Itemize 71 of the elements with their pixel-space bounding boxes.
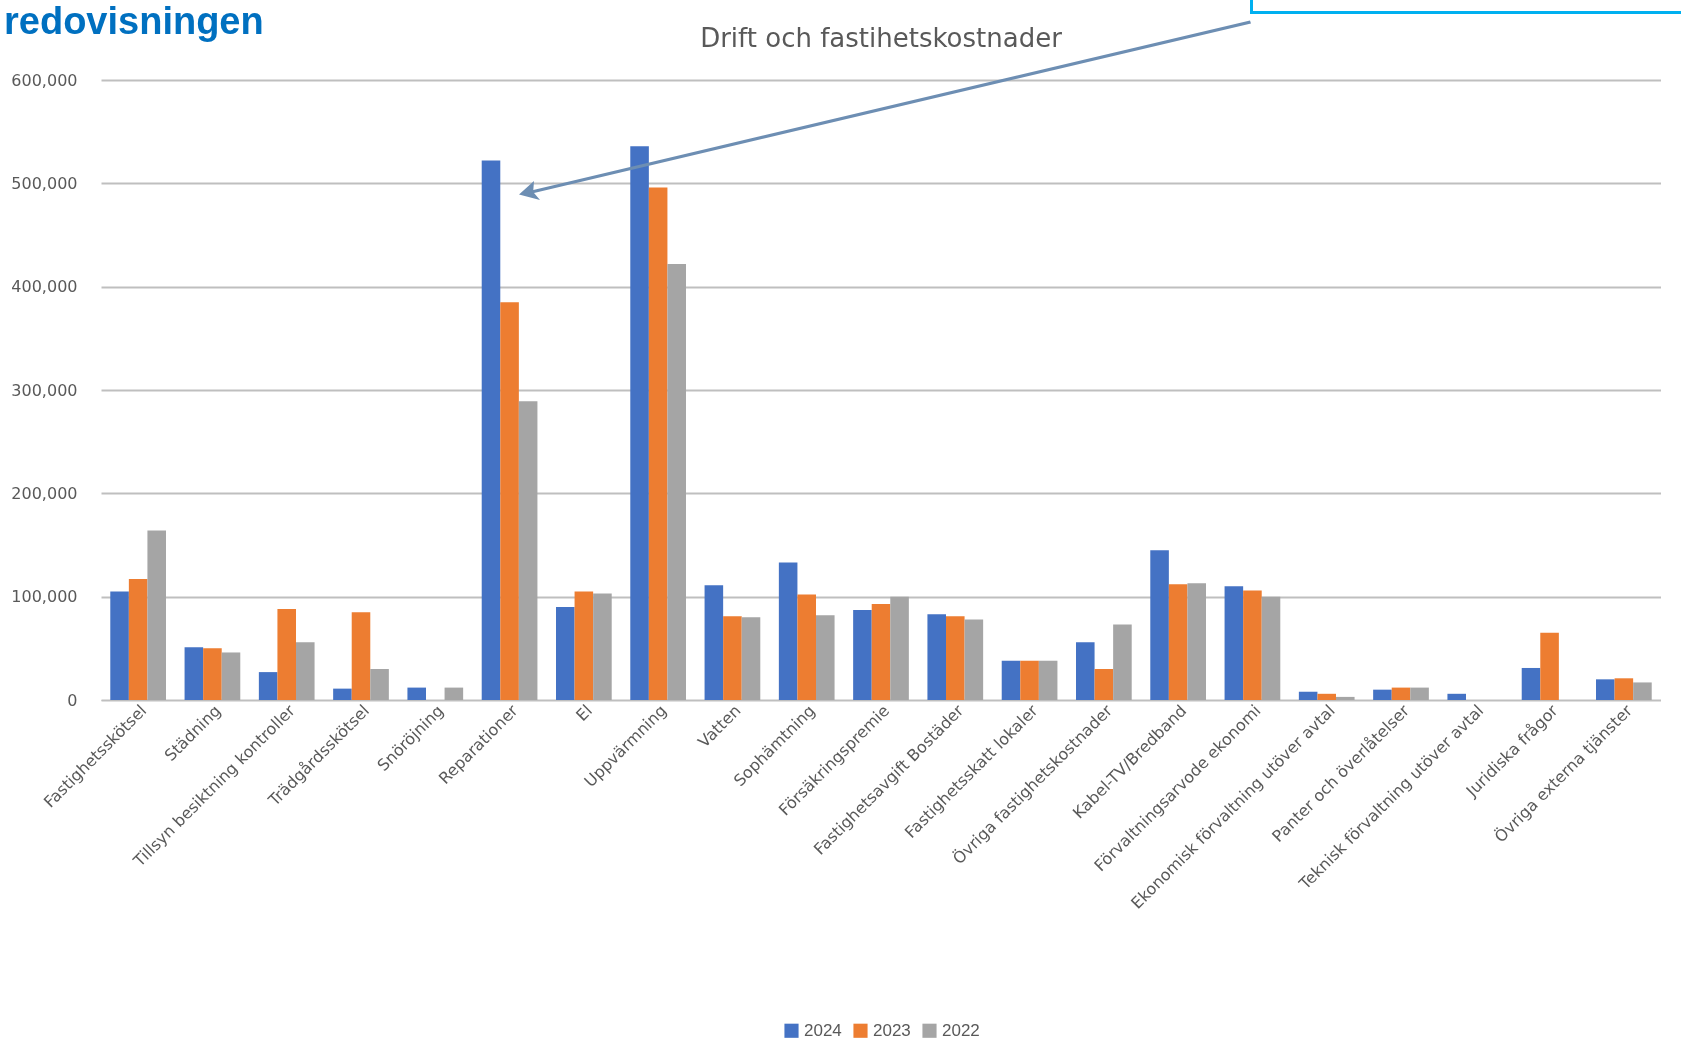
y-tick-label: 0 [67, 690, 78, 710]
bar [296, 642, 315, 700]
legend-label: 2024 [804, 1020, 842, 1040]
bar [648, 187, 668, 700]
bar [853, 610, 872, 700]
bar [1224, 586, 1244, 700]
bar [890, 596, 909, 700]
bar [1317, 693, 1336, 700]
legend-label: 2022 [942, 1020, 980, 1040]
legend-label: 2023 [873, 1020, 911, 1040]
bar [500, 302, 519, 700]
bar [556, 607, 575, 700]
bar [1447, 693, 1466, 700]
bar [147, 530, 166, 700]
bar [518, 401, 538, 700]
bar [778, 562, 798, 700]
bar [667, 263, 686, 700]
bar [1391, 687, 1411, 700]
bar [1410, 687, 1429, 700]
bar [407, 687, 426, 700]
bar [1596, 679, 1615, 700]
bar [258, 672, 278, 700]
bar [444, 687, 464, 700]
bar [1187, 583, 1206, 700]
text: redovisningen [4, 0, 264, 43]
y-tick-label: 100,000 [11, 587, 78, 607]
chart-title: Drift och fastihetskostnader [700, 23, 1063, 53]
bar [741, 617, 761, 700]
bar [1168, 584, 1188, 700]
bar [797, 594, 816, 700]
bar [927, 614, 946, 700]
bar [1633, 682, 1652, 700]
bar [1261, 596, 1281, 700]
bar [277, 609, 296, 700]
bar [1614, 678, 1634, 700]
bar [574, 591, 594, 700]
bar [110, 591, 129, 700]
bar [1298, 691, 1318, 700]
bar [1094, 669, 1114, 700]
bar [221, 652, 241, 700]
y-tick-label: 600,000 [11, 70, 78, 90]
bar [1076, 642, 1095, 700]
bar [370, 669, 389, 700]
y-tick-label: 300,000 [11, 380, 78, 400]
bar [1243, 590, 1262, 700]
bar [1038, 660, 1058, 700]
y-tick-label: 500,000 [11, 173, 78, 193]
bar [1540, 632, 1559, 700]
bar [1001, 660, 1021, 700]
bar [871, 603, 891, 700]
bar [630, 146, 649, 700]
bar [1150, 550, 1169, 700]
bar [333, 688, 352, 700]
bar [1521, 667, 1541, 700]
bar [1113, 624, 1132, 700]
bar [946, 616, 965, 700]
y-tick-label: 400,000 [11, 277, 78, 297]
bar [481, 160, 501, 700]
y-tick-label: 200,000 [11, 483, 78, 503]
bar [593, 593, 612, 700]
bar [1020, 660, 1039, 700]
bar [816, 615, 835, 700]
bar [964, 619, 984, 700]
bar [723, 616, 742, 700]
bar [351, 612, 371, 700]
bar [1373, 689, 1392, 700]
bar [184, 647, 204, 700]
bar [704, 585, 724, 700]
bar [203, 648, 222, 700]
bar [1336, 696, 1355, 700]
bar [128, 579, 148, 700]
